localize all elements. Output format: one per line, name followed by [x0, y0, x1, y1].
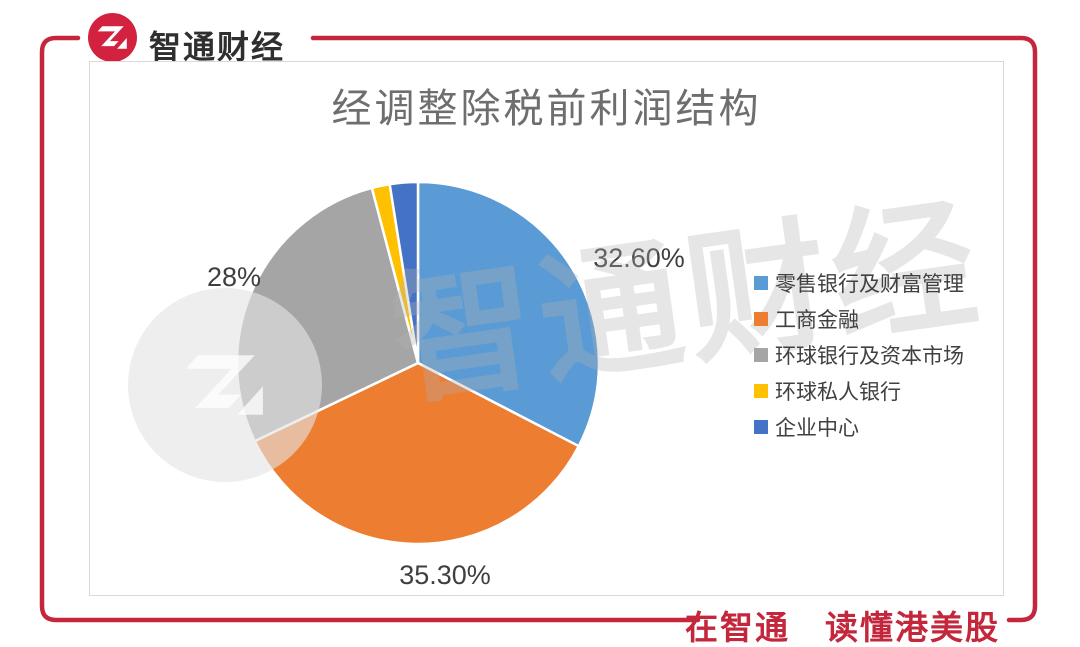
pie-slice-1 [253, 361, 580, 546]
zhitong-z-glyph [97, 26, 127, 49]
legend-label: 零售银行及财富管理 [775, 273, 964, 296]
legend-item-2: 环球银行及资本市场 [754, 337, 964, 373]
legend-swatch-icon [754, 276, 768, 290]
legend-label: 环球银行及资本市场 [775, 345, 964, 368]
chart-title: 经调整除税前利润结构 [331, 87, 762, 131]
brand-name: 智通财经 [149, 29, 286, 65]
legend-label: 环球私人银行 [775, 381, 901, 404]
legend-swatch-icon [754, 348, 768, 362]
legend-item-0: 零售银行及财富管理 [754, 265, 964, 301]
legend-swatch-icon [754, 384, 768, 398]
pie-data-label-0: 32.60% [593, 243, 685, 273]
slogan-text: 在智通 读懂港美股 [685, 609, 1000, 646]
pie-slice-4 [388, 180, 420, 365]
legend-label: 工商金融 [775, 309, 859, 332]
pie-data-label-1: 28% [207, 262, 261, 292]
zhitong-logo-icon [88, 13, 137, 62]
legend-swatch-icon [754, 420, 768, 434]
legend-label: 企业中心 [775, 417, 859, 440]
legend-item-3: 环球私人银行 [754, 373, 964, 409]
pie-data-label-2: 35.30% [399, 560, 491, 590]
chart-legend: 零售银行及财富管理 工商金融环球银行及资本市场 环球私人银行 企业中心 [754, 265, 964, 445]
legend-swatch-icon [754, 312, 768, 326]
legend-item-1: 工商金融 [754, 301, 964, 337]
pie-slice-0 [416, 180, 601, 448]
legend-item-4: 企业中心 [754, 409, 964, 445]
